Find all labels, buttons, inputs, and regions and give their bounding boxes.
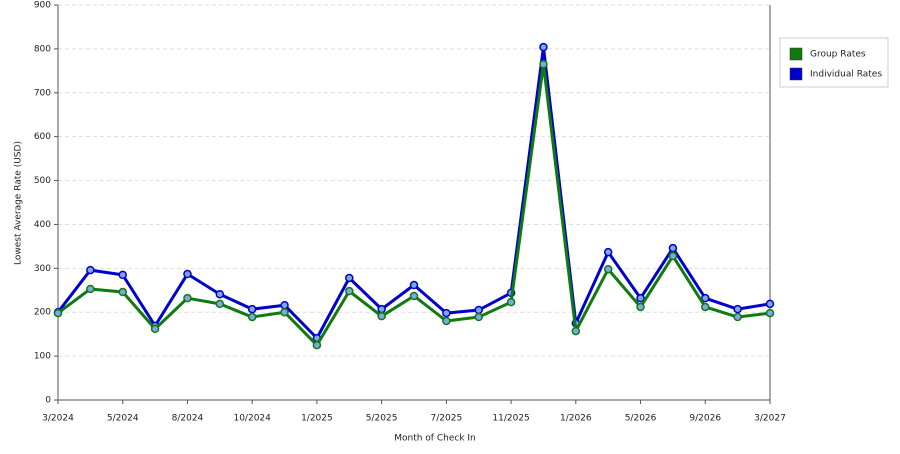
- data-point: [506, 297, 516, 307]
- data-point: [442, 316, 451, 326]
- y-tick-label: 700: [34, 88, 51, 98]
- y-axis-title: Lowest Average Rate (USD): [14, 141, 24, 265]
- data-point: [701, 302, 710, 312]
- data-point: [765, 299, 775, 309]
- data-point: [86, 284, 95, 294]
- data-point: [215, 289, 225, 299]
- x-tick-label: 5/2026: [625, 414, 657, 424]
- y-tick-label: 300: [34, 264, 51, 274]
- x-tick-label: 9/2026: [689, 414, 721, 424]
- x-tick-label: 10/2024: [233, 414, 271, 424]
- x-tick-label: 8/2024: [172, 414, 204, 424]
- data-point: [668, 243, 678, 253]
- data-point: [539, 42, 548, 52]
- data-point: [474, 305, 483, 315]
- data-point: [636, 293, 645, 303]
- x-axis-title: Month of Check In: [394, 434, 476, 444]
- data-point: [86, 265, 95, 275]
- x-tick-label: 11/2025: [492, 414, 529, 424]
- y-tick-label: 500: [34, 176, 51, 186]
- y-tick-label: 800: [34, 44, 51, 54]
- y-tick-label: 900: [34, 1, 51, 11]
- data-point: [701, 293, 710, 303]
- data-point: [571, 326, 581, 336]
- x-tick-label: 3/2024: [42, 414, 74, 424]
- x-tick-label: 7/2025: [431, 414, 463, 424]
- data-point: [539, 60, 548, 69]
- legend-swatch: [789, 47, 803, 61]
- data-point: [183, 293, 192, 303]
- data-point: [53, 308, 63, 318]
- x-tick-label: 3/2027: [754, 414, 786, 424]
- y-tick-label: 600: [34, 132, 51, 142]
- data-point: [377, 304, 386, 314]
- data-point: [636, 302, 645, 312]
- data-point: [280, 307, 289, 317]
- y-tick-label: 100: [34, 352, 51, 362]
- data-point: [215, 299, 225, 309]
- data-point: [603, 247, 613, 257]
- data-point: [150, 324, 160, 334]
- data-point: [183, 269, 192, 279]
- data-point: [733, 312, 742, 322]
- x-tick-label: 5/2025: [366, 414, 398, 424]
- data-point: [668, 251, 678, 261]
- series-line: [57, 62, 771, 347]
- data-point: [247, 304, 257, 314]
- data-point: [603, 264, 613, 274]
- data-point: [474, 312, 483, 322]
- data-point: [118, 287, 127, 297]
- data-point: [312, 340, 322, 350]
- data-point: [118, 270, 127, 280]
- legend-swatch: [789, 67, 803, 81]
- data-point: [409, 291, 419, 301]
- data-point: [377, 311, 386, 321]
- legend-label: Group Rates: [810, 50, 866, 60]
- data-point: [345, 286, 354, 296]
- y-tick-label: 400: [34, 220, 51, 230]
- data-point: [247, 312, 257, 322]
- data-point: [765, 308, 775, 318]
- x-tick-label: 1/2025: [301, 414, 333, 424]
- y-tick-label: 0: [45, 396, 51, 406]
- data-point: [345, 273, 354, 283]
- legend-label: Individual Rates: [810, 70, 882, 80]
- data-point: [280, 300, 289, 310]
- data-point: [442, 308, 451, 318]
- data-point: [409, 280, 419, 290]
- y-tick-label: 200: [34, 308, 51, 318]
- x-tick-label: 1/2026: [560, 414, 592, 424]
- data-point: [733, 304, 742, 314]
- x-tick-label: 5/2024: [107, 414, 139, 424]
